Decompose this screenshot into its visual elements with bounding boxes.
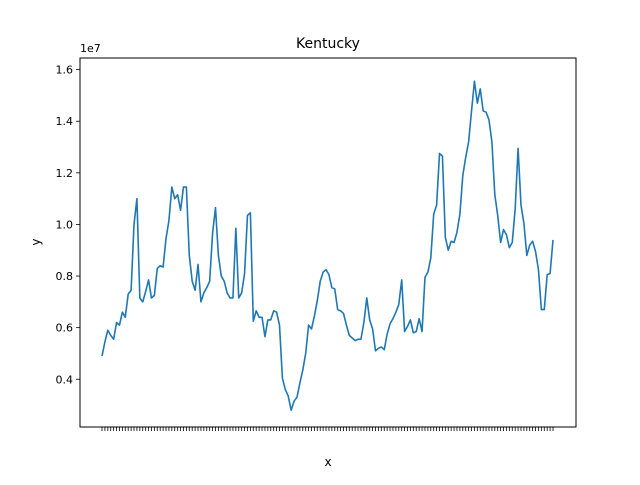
y-tick-label: 1.0 [56,218,74,231]
chart-title: Kentucky [296,36,360,52]
y-axis-ticks: 0.4 0.6 0.8 1.0 1.2 1.4 1.6 [56,64,80,386]
series-group [101,80,554,412]
x-axis-label: x [324,455,331,469]
y-axis-label: y [29,238,43,245]
y-offset-label: 1e7 [80,42,101,55]
x-axis-ticks [101,427,554,431]
y-tick-label: 0.8 [56,270,74,283]
y-tick-label: 1.4 [56,115,74,128]
y-tick-label: 1.2 [56,167,74,180]
y-tick-label: 0.4 [56,373,74,386]
series-line [101,80,554,412]
y-tick-label: 1.6 [56,64,74,77]
plot-frame [79,57,577,428]
y-tick-label: 0.6 [56,322,74,335]
